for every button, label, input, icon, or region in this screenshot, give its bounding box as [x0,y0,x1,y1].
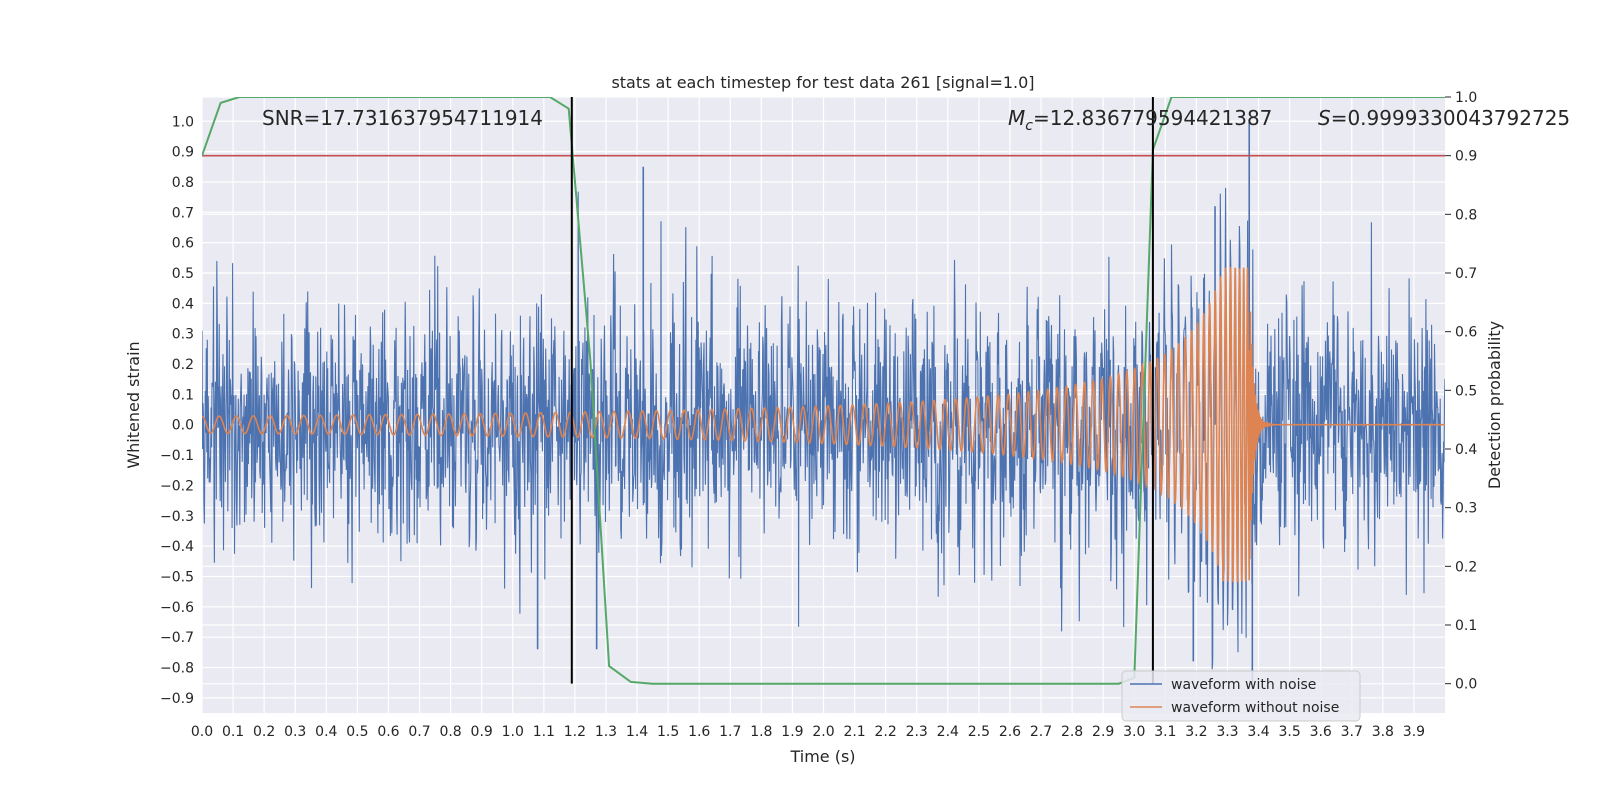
x-tick-label: 3.7 [1341,724,1363,740]
x-tick-label: 2.3 [906,724,928,740]
y2-tick-label: 0.0 [1455,677,1477,693]
y-axis-label: Whitened strain [124,341,143,468]
series-waveform-with-noise [202,187,1445,670]
y2-tick-label: 0.1 [1455,618,1477,634]
x-tick-label: 1.8 [750,724,772,740]
x-tick-label: 3.1 [1154,724,1176,740]
x-tick-label: 0.8 [439,724,461,740]
chirp-mass-value: =12.836779594421387 [1033,106,1272,130]
y-tick-label: −0.4 [160,539,194,555]
x-tick-label: 2.0 [812,724,834,740]
y2-tick-label: 0.7 [1455,266,1477,282]
x-tick-label: 2.9 [1092,724,1114,740]
y-tick-label: 0.9 [172,145,194,161]
tick-labels: 0.0 0.1 0.2 0.3 0.4 0.5 0.6 0.7 0.8 0.9 1.0 1.1 1.2 1… [160,90,1477,740]
x-tick-label: 0.1 [222,724,244,740]
score-symbol: S [1318,106,1331,130]
y2-tick-label: 0.8 [1455,207,1477,223]
x-tick-label: 2.7 [1030,724,1052,740]
legend-box [1121,670,1361,722]
x-tick-label: 1.2 [564,724,586,740]
x-tick-label: 0.5 [346,724,368,740]
snr-annotation: SNR=17.731637954711914 [262,106,543,130]
x-tick-label: 0.4 [315,724,337,740]
y2-tick-label: 0.6 [1455,325,1477,341]
y-tick-label: 0.7 [172,205,194,221]
x-tick-label: 1.5 [657,724,679,740]
legend-label-clean: waveform without noise [1171,700,1339,716]
x-tick-label: 1.9 [781,724,803,740]
legend-label-noisy: waveform with noise [1171,677,1316,693]
y2-tick-label: 1.0 [1455,90,1477,106]
y-tick-label: 0.6 [172,236,194,252]
y-tick-label: −0.1 [160,448,194,464]
y2-tick-label: 0.3 [1455,501,1477,517]
y-tick-label: −0.9 [160,691,194,707]
y-tick-label: 1.0 [172,114,194,130]
chirp-mass-symbol: M [1008,106,1025,130]
y-tick-label: −0.8 [160,660,194,676]
x-tick-label: 3.3 [1216,724,1238,740]
x-tick-label: 0.2 [253,724,275,740]
x-tick-label: 3.2 [1185,724,1207,740]
x-tick-label: 1.0 [502,724,524,740]
x-tick-label: 2.8 [1061,724,1083,740]
y-tick-label: −0.5 [160,569,194,585]
x-tick-label: 0.7 [408,724,430,740]
x-tick-label: 1.3 [595,724,617,740]
x-tick-label: 3.5 [1278,724,1300,740]
x-tick-label: 1.1 [533,724,555,740]
chirp-mass-subscript: c [1025,118,1033,134]
x-tick-label: 2.5 [968,724,990,740]
y-tick-label: −0.3 [160,509,194,525]
y-tick-label: −0.7 [160,630,194,646]
y-tick-label: 0.8 [172,175,194,191]
y2-axis-label: Detection probability [1485,321,1504,489]
x-tick-label: 2.4 [937,724,959,740]
x-tick-label: 0.9 [471,724,493,740]
x-tick-label: 3.4 [1247,724,1269,740]
x-tick-label: 2.1 [843,724,865,740]
x-tick-label: 2.6 [999,724,1021,740]
x-tick-label: 1.6 [688,724,710,740]
y-tick-label: −0.6 [160,600,194,616]
y2-tick-label: 0.4 [1455,442,1477,458]
x-tick-label: 3.0 [1123,724,1145,740]
series-detection-probability [202,97,1445,685]
y-tick-label: 0.1 [172,387,194,403]
x-tick-label: 0.3 [284,724,306,740]
score-value: =0.9999330043792725 [1331,106,1570,130]
legend: waveform with noise waveform without noi… [1121,670,1361,722]
x-tick-label: 1.7 [719,724,741,740]
y-tick-label: 0.4 [172,296,194,312]
x-tick-label: 3.8 [1372,724,1394,740]
x-tick-label: 2.2 [875,724,897,740]
series-waveform-without-noise [202,266,1445,583]
y-tick-label: 0.5 [172,266,194,282]
y-tick-label: 0.2 [172,357,194,373]
y2-tick-label: 0.2 [1455,559,1477,575]
x-axis-label: Time (s) [789,747,855,766]
y2-tick-label: 0.5 [1455,383,1477,399]
y-tick-label: 0.0 [172,418,194,434]
x-tick-label: 3.9 [1403,724,1425,740]
x-tick-label: 0.0 [191,724,213,740]
x-tick-label: 3.6 [1310,724,1332,740]
y2-tick-label: 0.9 [1455,149,1477,165]
chirp-mass-annotation: Mc=12.836779594421387 [1008,106,1272,134]
x-tick-label: 0.6 [377,724,399,740]
series-layer [202,97,1445,686]
x-tick-label: 1.4 [626,724,648,740]
y-tick-label: −0.2 [160,478,194,494]
chart-title: stats at each timestep for test data 261… [611,73,1034,92]
score-annotation: S=0.9999330043792725 [1318,106,1570,130]
y-tick-label: 0.3 [172,327,194,343]
